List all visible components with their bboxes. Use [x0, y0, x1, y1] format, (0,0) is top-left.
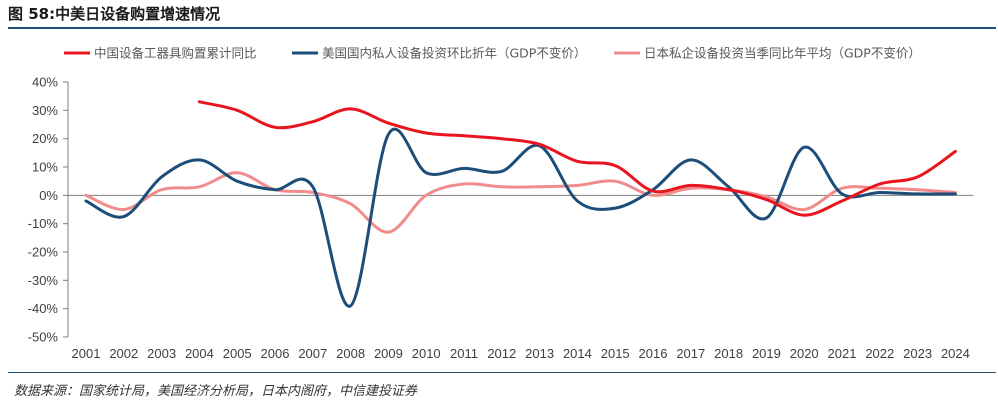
y-tick-label: -20% [28, 245, 59, 260]
x-tick-label: 2016 [639, 346, 668, 361]
x-tick-label: 2020 [790, 346, 819, 361]
y-tick-label: 30% [32, 103, 58, 118]
series-japan-equipment-line [84, 171, 957, 234]
y-axis: 40% 30% 20% 10% 0% -10% -20% -30% -40% -50% [28, 75, 69, 345]
y-tick-label: -40% [28, 301, 59, 316]
x-tick-label: 2015 [601, 346, 630, 361]
x-tick-label: 2017 [676, 346, 705, 361]
x-tick-label: 2013 [525, 346, 554, 361]
x-tick-label: 2023 [903, 346, 932, 361]
x-tick-label: 2004 [185, 346, 214, 361]
x-tick-label: 2024 [941, 346, 970, 361]
title-underline [8, 27, 996, 29]
x-tick-label: 2011 [450, 346, 478, 361]
line-chart: 中国设备工器具购置累计同比 美国国内私人设备投资环比折年（GDP不变价） 日本私企设… [28, 46, 974, 361]
y-tick-label: -10% [28, 216, 59, 231]
series-us-equipment-line [84, 127, 957, 308]
x-tick-label: 2001 [72, 346, 101, 361]
x-tick-label: 2006 [261, 346, 290, 361]
x-tick-label: 2021 [828, 346, 857, 361]
legend-label: 日本私企设备投资当季同比年平均（GDP不变价） [644, 46, 921, 61]
y-tick-label: 0% [39, 188, 58, 203]
figure-title: 图 58:中美日设备购置增速情况 [8, 5, 221, 23]
x-tick-label: 2019 [752, 346, 781, 361]
footer-divider [8, 372, 996, 373]
y-tick-label: -30% [28, 273, 59, 288]
y-tick-label: 20% [32, 131, 58, 146]
legend-label: 美国国内私人设备投资环比折年（GDP不变价） [322, 46, 586, 61]
x-axis: 2001 2002 2003 2004 2005 2006 2007 2008 2009 2010… [68, 194, 974, 361]
x-tick-label: 2003 [147, 346, 176, 361]
y-tick-label: 40% [32, 75, 58, 90]
x-tick-label: 2005 [223, 346, 252, 361]
legend-label: 中国设备工器具购置累计同比 [94, 46, 257, 61]
x-tick-label: 2018 [714, 346, 743, 361]
x-tick-label: 2022 [865, 346, 894, 361]
x-tick-label: 2009 [374, 346, 403, 361]
y-tick-label: 10% [32, 160, 58, 175]
series-china-equipment-line [197, 100, 957, 217]
y-tick-label: -50% [28, 330, 59, 345]
x-tick-label: 2012 [487, 346, 516, 361]
x-tick-label: 2008 [336, 346, 365, 361]
x-tick-label: 2010 [412, 346, 441, 361]
source-note: 数据来源：国家统计局，美国经济分析局，日本内阁府，中信建投证券 [14, 384, 418, 399]
chart-legend: 中国设备工器具购置累计同比 美国国内私人设备投资环比折年（GDP不变价） 日本私企设… [64, 46, 921, 61]
plot-area [84, 100, 957, 308]
x-tick-label: 2007 [298, 346, 327, 361]
x-tick-label: 2014 [563, 346, 592, 361]
x-tick-label: 2002 [109, 346, 138, 361]
